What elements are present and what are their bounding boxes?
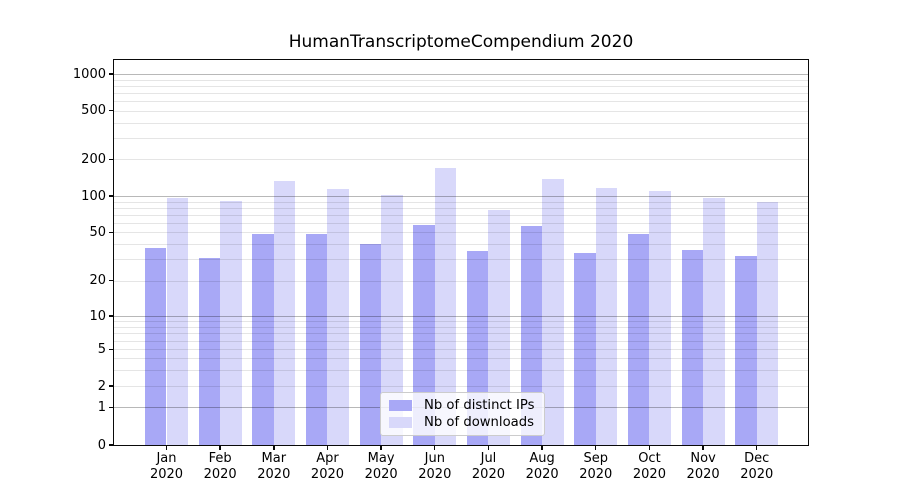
gridline-minor: [114, 280, 808, 282]
gridline-minor: [114, 369, 808, 371]
x-tick-label: Jan 2020: [149, 451, 184, 482]
gridline-minor: [114, 232, 808, 234]
y-tick-label: 10: [89, 308, 106, 324]
x-tick-label: Nov 2020: [686, 451, 720, 482]
legend-label-distinct-ips: Nb of distinct IPs: [424, 398, 535, 413]
gridline-minor: [114, 222, 808, 224]
legend-label-downloads: Nb of downloads: [424, 415, 534, 430]
gridline-minor: [114, 201, 808, 203]
gridline-minor: [114, 122, 808, 124]
gridline-minor: [114, 259, 808, 261]
legend-swatch-downloads: [389, 417, 412, 428]
bar-distinct-ips: [252, 234, 274, 445]
gridline-major: [114, 196, 808, 197]
bar-distinct-ips: [627, 234, 650, 445]
bar-distinct-ips: [574, 252, 596, 445]
x-tick-label: May 2020: [364, 451, 398, 482]
gridline-minor: [114, 214, 808, 216]
y-tick-label: 0: [97, 437, 106, 453]
gridline-minor: [114, 386, 808, 387]
bar-distinct-ips: [305, 234, 328, 445]
bar-downloads: [220, 200, 242, 445]
bar-downloads: [488, 209, 511, 445]
gridline-minor: [114, 110, 808, 112]
gridline-minor: [114, 101, 808, 103]
gridline-minor: [114, 207, 808, 209]
gridline-minor: [114, 349, 808, 351]
gridline-minor: [114, 326, 808, 328]
bar-distinct-ips: [144, 248, 167, 445]
y-tick-label: 2: [97, 378, 106, 394]
y-tick-label: 20: [89, 273, 106, 289]
y-tick-label: 500: [81, 103, 106, 119]
gridline-minor: [114, 321, 808, 323]
bar-distinct-ips: [359, 244, 382, 445]
x-tick-label: Aug 2020: [525, 451, 559, 482]
bar-downloads: [381, 194, 403, 445]
bar-distinct-ips: [735, 255, 757, 445]
x-tick-label: Apr 2020: [310, 451, 345, 482]
chart-title: HumanTranscriptomeCompendium 2020: [288, 32, 634, 52]
bar-downloads: [649, 190, 672, 445]
bar-downloads: [327, 189, 350, 445]
plot-area-frame: [113, 59, 809, 446]
y-tick-label: 5: [97, 341, 106, 357]
gridline-minor: [114, 159, 808, 161]
y-tick-label: 1: [97, 399, 106, 415]
bar-downloads: [595, 188, 618, 445]
x-tick-label: Jul 2020: [471, 451, 505, 482]
gridline-minor: [114, 244, 808, 246]
bar-downloads: [756, 201, 779, 445]
bar-downloads: [703, 198, 725, 445]
legend-item-downloads: Nb of downloads: [387, 414, 538, 431]
x-tick-label: Mar 2020: [257, 451, 291, 482]
gridline-minor: [114, 340, 808, 342]
y-tick-label: 1000: [72, 66, 106, 82]
bar-downloads: [166, 197, 189, 445]
y-tick-label: 100: [81, 188, 106, 204]
bar-downloads: [273, 180, 296, 445]
x-tick-label: Jun 2020: [418, 451, 452, 482]
gridline-minor: [114, 358, 808, 360]
x-tick-label: Sep 2020: [579, 451, 613, 482]
y-tick-label: 200: [81, 151, 106, 167]
gridlines-layer: [114, 60, 808, 445]
legend-swatch-distinct-ips: [389, 400, 412, 411]
x-tick-label: Dec 2020: [740, 451, 774, 482]
gridline-minor: [114, 137, 808, 139]
gridline-minor: [114, 333, 808, 335]
gridline-minor: [114, 92, 808, 94]
gridline-major: [114, 74, 808, 75]
bar-distinct-ips: [520, 226, 543, 445]
legend: Nb of distinct IPs Nb of downloads: [380, 392, 545, 436]
bar-downloads: [434, 167, 457, 445]
gridline-major: [114, 316, 808, 317]
bar-distinct-ips: [681, 249, 704, 445]
gridline-minor: [114, 79, 808, 81]
x-tick-label: Feb 2020: [203, 451, 237, 482]
y-tick-label: 50: [89, 224, 106, 240]
bar-downloads: [542, 179, 564, 445]
x-tick-label: Oct 2020: [632, 451, 666, 482]
bar-distinct-ips: [198, 257, 221, 445]
bar-distinct-ips: [413, 225, 435, 445]
gridline-minor: [114, 85, 808, 87]
legend-item-distinct-ips: Nb of distinct IPs: [387, 397, 538, 414]
bars-layer: [114, 60, 808, 445]
